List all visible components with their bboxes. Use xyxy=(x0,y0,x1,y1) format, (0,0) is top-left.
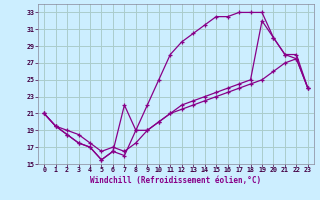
X-axis label: Windchill (Refroidissement éolien,°C): Windchill (Refroidissement éolien,°C) xyxy=(91,176,261,185)
